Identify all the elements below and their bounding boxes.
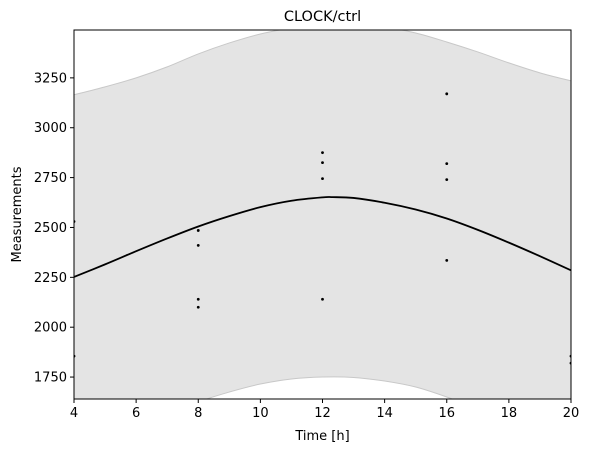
x-tick-label: 12 (314, 406, 331, 421)
x-tick-label: 18 (501, 406, 518, 421)
x-tick-label: 10 (252, 406, 269, 421)
data-point (196, 297, 200, 301)
y-tick-label: 2000 (34, 321, 67, 336)
y-tick-label: 2750 (34, 171, 67, 186)
data-point (445, 92, 449, 96)
y-tick-label: 2500 (34, 221, 67, 236)
data-point (445, 258, 449, 262)
y-tick-label: 3000 (34, 121, 67, 136)
fit-line (74, 196, 571, 278)
x-tick-label: 8 (194, 406, 202, 421)
y-axis-label: Measurements (10, 166, 25, 262)
y-axis: 1750 2000 2250 2500 2750 3000 3250 (34, 71, 74, 386)
data-point (196, 305, 200, 309)
data-point (445, 162, 449, 166)
y-tick-label: 1750 (34, 371, 67, 386)
data-point (196, 244, 200, 247)
confidence-band-upper-edge (74, 30, 571, 96)
data-point (321, 297, 324, 301)
plot-area (74, 30, 571, 399)
x-axis-label: Time [h] (294, 429, 349, 444)
y-tick-label: 3250 (34, 71, 67, 86)
chart-title: CLOCK/ctrl (284, 9, 361, 25)
x-axis: 4 6 8 10 12 14 16 18 20 (70, 399, 579, 421)
data-point (196, 229, 200, 232)
x-tick-label: 20 (563, 406, 580, 421)
data-point (445, 178, 449, 181)
data-point (321, 151, 324, 155)
x-tick-label: 4 (70, 406, 78, 421)
confidence-band-lower-edge (204, 376, 454, 399)
x-tick-label: 16 (438, 406, 455, 421)
x-tick-label: 6 (132, 406, 140, 421)
data-points (74, 92, 571, 365)
y-tick-label: 2250 (34, 271, 67, 286)
data-point (321, 161, 324, 165)
x-tick-label: 14 (376, 406, 393, 421)
data-point (321, 177, 324, 181)
